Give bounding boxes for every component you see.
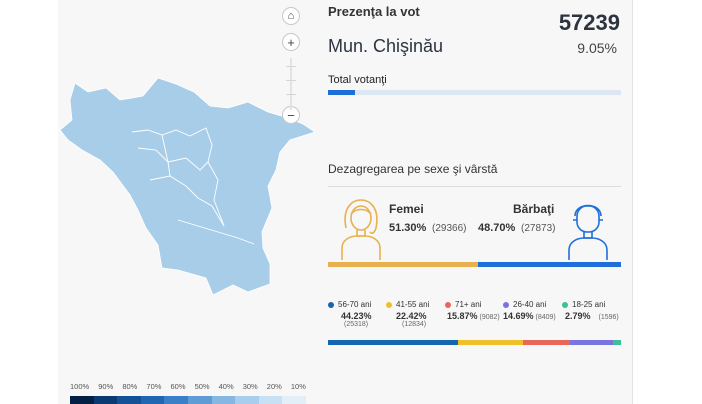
legend-color-scale <box>70 396 306 404</box>
map-panel[interactable]: ⌂ + − <box>58 0 315 404</box>
age-bar-segment <box>328 340 458 345</box>
age-bar-segment <box>523 340 570 345</box>
legend-label: 70% <box>146 382 162 391</box>
age-label: 71+ ani <box>455 300 482 309</box>
age-label: 26-40 ani <box>513 300 547 309</box>
age-count: (12834) <box>402 321 427 328</box>
total-votes-number: 57239 <box>558 10 620 35</box>
turnout-title: Prezenţa la vot <box>328 4 420 19</box>
age-group-18-25: 18-25 ani 2.79% (1596) <box>562 300 619 321</box>
age-label: 56-70 ani <box>338 300 372 309</box>
legend-swatch <box>282 396 306 404</box>
legend-swatch <box>235 396 259 404</box>
age-percent: 2.79% <box>565 311 591 321</box>
map-svg[interactable] <box>58 0 315 404</box>
zoom-slider-tick <box>286 66 296 67</box>
age-count: (8409) <box>535 314 556 321</box>
age-dot <box>328 301 334 308</box>
gender-bar-male <box>478 262 621 267</box>
district-border <box>177 219 255 245</box>
legend-swatch <box>93 396 118 404</box>
legend-label: 50% <box>194 382 210 391</box>
age-dot <box>386 301 392 308</box>
sex-age-title: Dezagregarea pe sexe şi vârstă <box>328 162 498 176</box>
zoom-slider-tick <box>286 94 296 95</box>
zoom-in-icon: + <box>287 34 295 50</box>
region-name: Mun. Chişinău <box>328 36 444 56</box>
divider <box>328 186 621 187</box>
legend-label: 30% <box>242 382 258 391</box>
left-gutter <box>0 0 58 404</box>
legend-swatch <box>70 396 94 404</box>
legend-label: 90% <box>98 382 114 391</box>
legend-label: 80% <box>122 382 138 391</box>
age-count: (1596) <box>598 314 619 321</box>
age-count: (9082) <box>479 314 500 321</box>
age-group-56-70: 56-70 ani 44.23% (25318) <box>328 300 372 328</box>
age-percent: 44.23% <box>341 311 372 321</box>
male-percent: 48.70% <box>478 222 516 234</box>
age-count: (25318) <box>344 321 369 328</box>
female-count: (29366) <box>432 223 467 234</box>
turnout-progress-fill <box>328 90 355 95</box>
age-group-71-plus: 71+ ani 15.87% (9082) <box>445 300 500 321</box>
age-percent: 15.87% <box>447 311 478 321</box>
legend-swatch <box>211 396 236 404</box>
region-chisinau <box>59 77 315 296</box>
district-border <box>161 134 171 177</box>
legend-swatch <box>258 396 283 404</box>
legend-label: 60% <box>170 382 186 391</box>
legend-swatch <box>187 396 212 404</box>
age-label: 18-25 ani <box>572 300 606 309</box>
zoom-slider-track[interactable] <box>290 58 292 110</box>
zoom-slider-tick <box>286 80 296 81</box>
age-bar-segment <box>457 340 524 345</box>
home-icon: ⌂ <box>287 9 295 22</box>
zoom-out-icon: − <box>287 107 295 123</box>
district-border <box>149 175 225 227</box>
age-group-41-55: 41-55 ani 22.42% (12834) <box>386 300 429 328</box>
district-border <box>131 127 213 163</box>
age-percent: 22.42% <box>396 311 427 321</box>
turnout-percent: 9.05% <box>577 40 617 56</box>
age-distribution-bar <box>328 340 621 345</box>
male-count: (27873) <box>521 223 556 234</box>
male-avatar-icon <box>568 204 608 260</box>
female-percent: 51.30% <box>389 222 427 234</box>
district-border <box>207 161 225 227</box>
female-label: Femei <box>389 202 424 216</box>
gender-bar-female <box>328 262 479 267</box>
district-border <box>137 147 209 171</box>
age-label: 41-55 ani <box>396 300 430 309</box>
age-dot <box>445 301 451 308</box>
legend-swatch <box>164 396 188 404</box>
total-voters-label: Total votanţi <box>328 74 387 86</box>
age-group-26-40: 26-40 ani 14.69% (8409) <box>503 300 556 321</box>
age-dot <box>503 301 509 308</box>
gender-split-bar <box>328 262 621 267</box>
age-bar-segment <box>612 340 621 345</box>
male-label: Bărbaţi <box>513 202 555 216</box>
female-avatar-icon <box>341 199 381 260</box>
right-gutter <box>632 0 702 404</box>
turnout-progress-bar <box>328 90 621 95</box>
legend-swatch <box>117 396 141 404</box>
legend-label: 20% <box>266 382 282 391</box>
legend-label: 10% <box>290 382 306 391</box>
legend-swatch <box>140 396 165 404</box>
legend-label: 100% <box>70 382 90 391</box>
age-percent: 14.69% <box>503 311 534 321</box>
age-bar-segment <box>569 340 613 345</box>
age-dot <box>562 301 568 308</box>
legend-labels: 100% 90% 80% 70% 60% 50% 40% 30% 20% 10% <box>70 382 306 391</box>
home-button[interactable]: ⌂ <box>282 7 300 25</box>
legend-label: 40% <box>218 382 234 391</box>
zoom-in-button[interactable]: + <box>282 33 300 51</box>
